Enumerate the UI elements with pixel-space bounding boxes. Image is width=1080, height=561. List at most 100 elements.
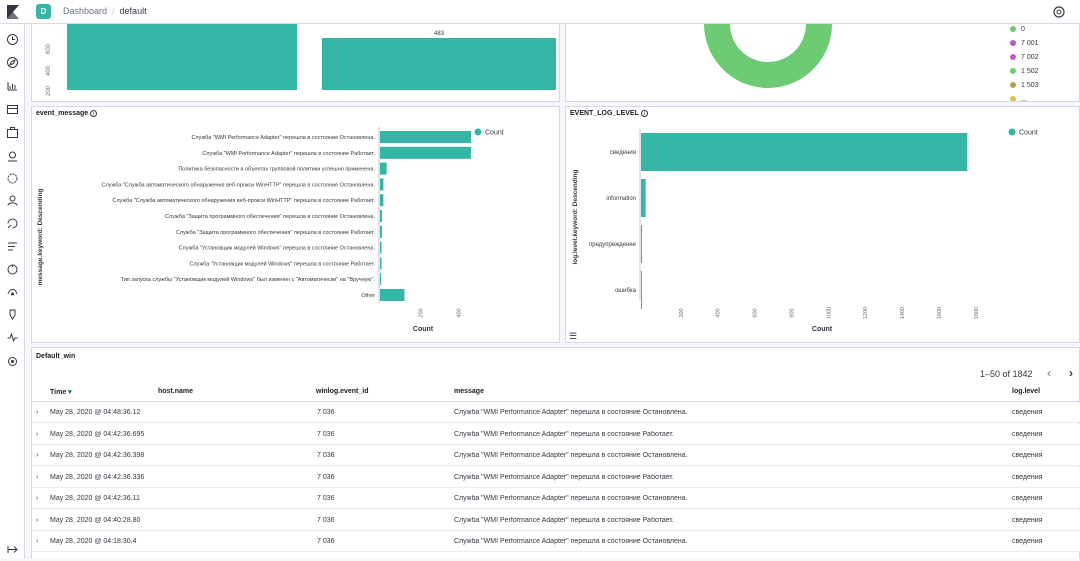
category-label: Служба "Служба автоматического обнаружен… <box>112 198 375 204</box>
donut-slice[interactable] <box>704 24 832 88</box>
panel-top-right: 0 7 001 7 002 1 502 1 503... <box>565 24 1080 102</box>
expand-row-icon[interactable]: › <box>36 516 39 524</box>
x-tick-label: 1200 <box>863 307 869 319</box>
bar[interactable] <box>380 146 471 159</box>
table-row[interactable]: › May 28, 2020 @ 04:42:36.336 7 036 Служба … <box>32 466 1080 488</box>
expand-row-icon[interactable]: › <box>36 409 39 416</box>
space-avatar[interactable]: D <box>36 4 51 19</box>
bar[interactable] <box>380 178 384 191</box>
category-label: Служба "WMI Performance Adapter" перешла… <box>191 135 375 141</box>
bar[interactable] <box>380 194 384 207</box>
bar[interactable] <box>322 38 556 90</box>
legend-item[interactable]: 1 503 <box>1010 80 1039 90</box>
expand-row-icon[interactable]: › <box>36 452 39 459</box>
category-label: information <box>606 196 636 202</box>
legend-item[interactable]: 7 002 <box>1010 52 1039 62</box>
legend-color-dot <box>1008 128 1016 136</box>
legend-toggle-icon[interactable]: ☰ <box>569 331 578 341</box>
bar[interactable] <box>380 273 381 286</box>
bar[interactable] <box>380 162 387 175</box>
cell-message: Служба "WMI Performance Adapter" перешла… <box>454 495 688 502</box>
table-row[interactable]: › May 28, 2020 @ 04:40:28.80 7 036 Служба "… <box>32 509 1080 531</box>
x-tick-label: 1600 <box>937 307 943 319</box>
col-message-header[interactable]: message <box>454 388 484 395</box>
bar[interactable] <box>641 271 642 309</box>
compass-icon[interactable] <box>6 56 19 69</box>
bar[interactable] <box>380 131 471 143</box>
monitoring-icon[interactable] <box>6 331 19 344</box>
info-icon[interactable]: i <box>90 110 98 117</box>
panel-event-message: event_message i message.keyword: Descendi… <box>31 106 560 343</box>
help-menu-icon[interactable] <box>1050 3 1068 21</box>
table-row[interactable]: › May 28, 2020 @ 04:42:36.695 7 036 Служба … <box>32 423 1080 445</box>
cell-log-level: сведения <box>1012 473 1043 481</box>
bar-chart-icon[interactable] <box>6 79 19 92</box>
expand-row-icon[interactable]: › <box>36 495 39 502</box>
cell-time: May 28, 2020 @ 04:18:30.4 <box>50 538 137 545</box>
prev-page-button[interactable]: ‹ <box>1047 366 1051 380</box>
devtools-icon[interactable] <box>6 308 19 321</box>
bar[interactable] <box>380 210 382 222</box>
y-tick: 200 <box>46 85 52 96</box>
bar[interactable] <box>380 225 382 238</box>
expand-row-icon[interactable]: › <box>36 430 39 438</box>
x-tick-label: 200 <box>419 308 425 317</box>
legend-label: 1 502 <box>1021 67 1039 75</box>
x-tick-label: 600 <box>753 308 759 317</box>
bar[interactable] <box>641 225 642 263</box>
y-tick: 400 <box>46 65 52 76</box>
cell-event-id: 7 036 <box>317 452 335 459</box>
legend-label[interactable]: Count <box>485 130 504 137</box>
legend-item[interactable]: 1 502 <box>1010 66 1039 76</box>
info-icon[interactable]: i <box>640 110 648 117</box>
cell-time: May 28, 2020 @ 04:40:28.80 <box>50 516 141 524</box>
col-time-header[interactable]: Time ▾ <box>50 389 72 396</box>
table-row[interactable]: › May 28, 2020 @ 04:48:36.12 7 036 Служба "… <box>32 402 1080 423</box>
category-label: ошибка <box>615 288 637 294</box>
clock-icon[interactable] <box>6 33 19 46</box>
sort-desc-icon[interactable]: ▾ <box>68 389 72 396</box>
expand-row-icon[interactable]: › <box>36 538 39 545</box>
legend-item[interactable]: 0 <box>1010 24 1025 34</box>
apm-icon[interactable] <box>6 240 19 253</box>
col-event-id-header[interactable]: winlog.event_id <box>316 388 369 395</box>
cell-time: May 28, 2020 @ 04:48:36.12 <box>50 409 141 416</box>
table-row[interactable]: › May 28, 2020 @ 04:42:36.398 7 036 Служба … <box>32 445 1080 466</box>
legend-label[interactable]: Count <box>1019 130 1038 137</box>
canvas-icon[interactable] <box>6 126 19 139</box>
bar[interactable] <box>380 257 382 270</box>
table-row[interactable]: › May 28, 2020 @ 04:42:36.11 7 036 Служба "… <box>32 488 1080 509</box>
bar[interactable] <box>380 289 405 301</box>
collapse-icon[interactable] <box>6 543 19 556</box>
legend-item[interactable]: 7 001 <box>1010 38 1039 48</box>
table-row[interactable]: › May 28, 2020 @ 04:18:30.4 7 036 Служба "W… <box>32 531 1080 552</box>
bar[interactable] <box>641 179 646 217</box>
col-log-level-header[interactable]: log.level <box>1012 388 1041 395</box>
legend-color-dot <box>1010 40 1016 46</box>
legend-item[interactable]: ... <box>1010 94 1027 101</box>
y-tick: 600 <box>46 43 52 54</box>
cell-log-level: сведения <box>1012 538 1043 545</box>
cell-message: Служба "WMI Performance Adapter" перешла… <box>454 430 674 438</box>
next-page-button[interactable]: › <box>1069 366 1073 380</box>
top-bar: D Dashboard / default <box>0 0 1080 24</box>
kibana-logo-icon[interactable] <box>0 0 25 24</box>
metrics-icon[interactable] <box>6 194 19 207</box>
col-host-header[interactable]: host.name <box>158 388 194 395</box>
breadcrumb-dashboard[interactable]: Dashboard <box>63 6 108 16</box>
bar[interactable] <box>380 241 382 254</box>
bar[interactable] <box>641 133 968 171</box>
logs-icon[interactable] <box>6 217 19 230</box>
management-icon[interactable] <box>6 355 19 368</box>
uptime-icon[interactable] <box>6 263 19 276</box>
panel-title: Default_win <box>36 353 76 360</box>
cell-event-id: 7 036 <box>317 516 335 524</box>
ml-icon[interactable] <box>6 172 19 185</box>
bar[interactable] <box>67 24 297 90</box>
cell-event-id: 7 036 <box>317 409 335 416</box>
maps-icon[interactable] <box>6 150 19 163</box>
expand-row-icon[interactable]: › <box>36 473 39 481</box>
siem-icon[interactable] <box>6 285 19 298</box>
dashboard-icon[interactable] <box>6 103 19 116</box>
legend-color-dot <box>1010 96 1016 101</box>
